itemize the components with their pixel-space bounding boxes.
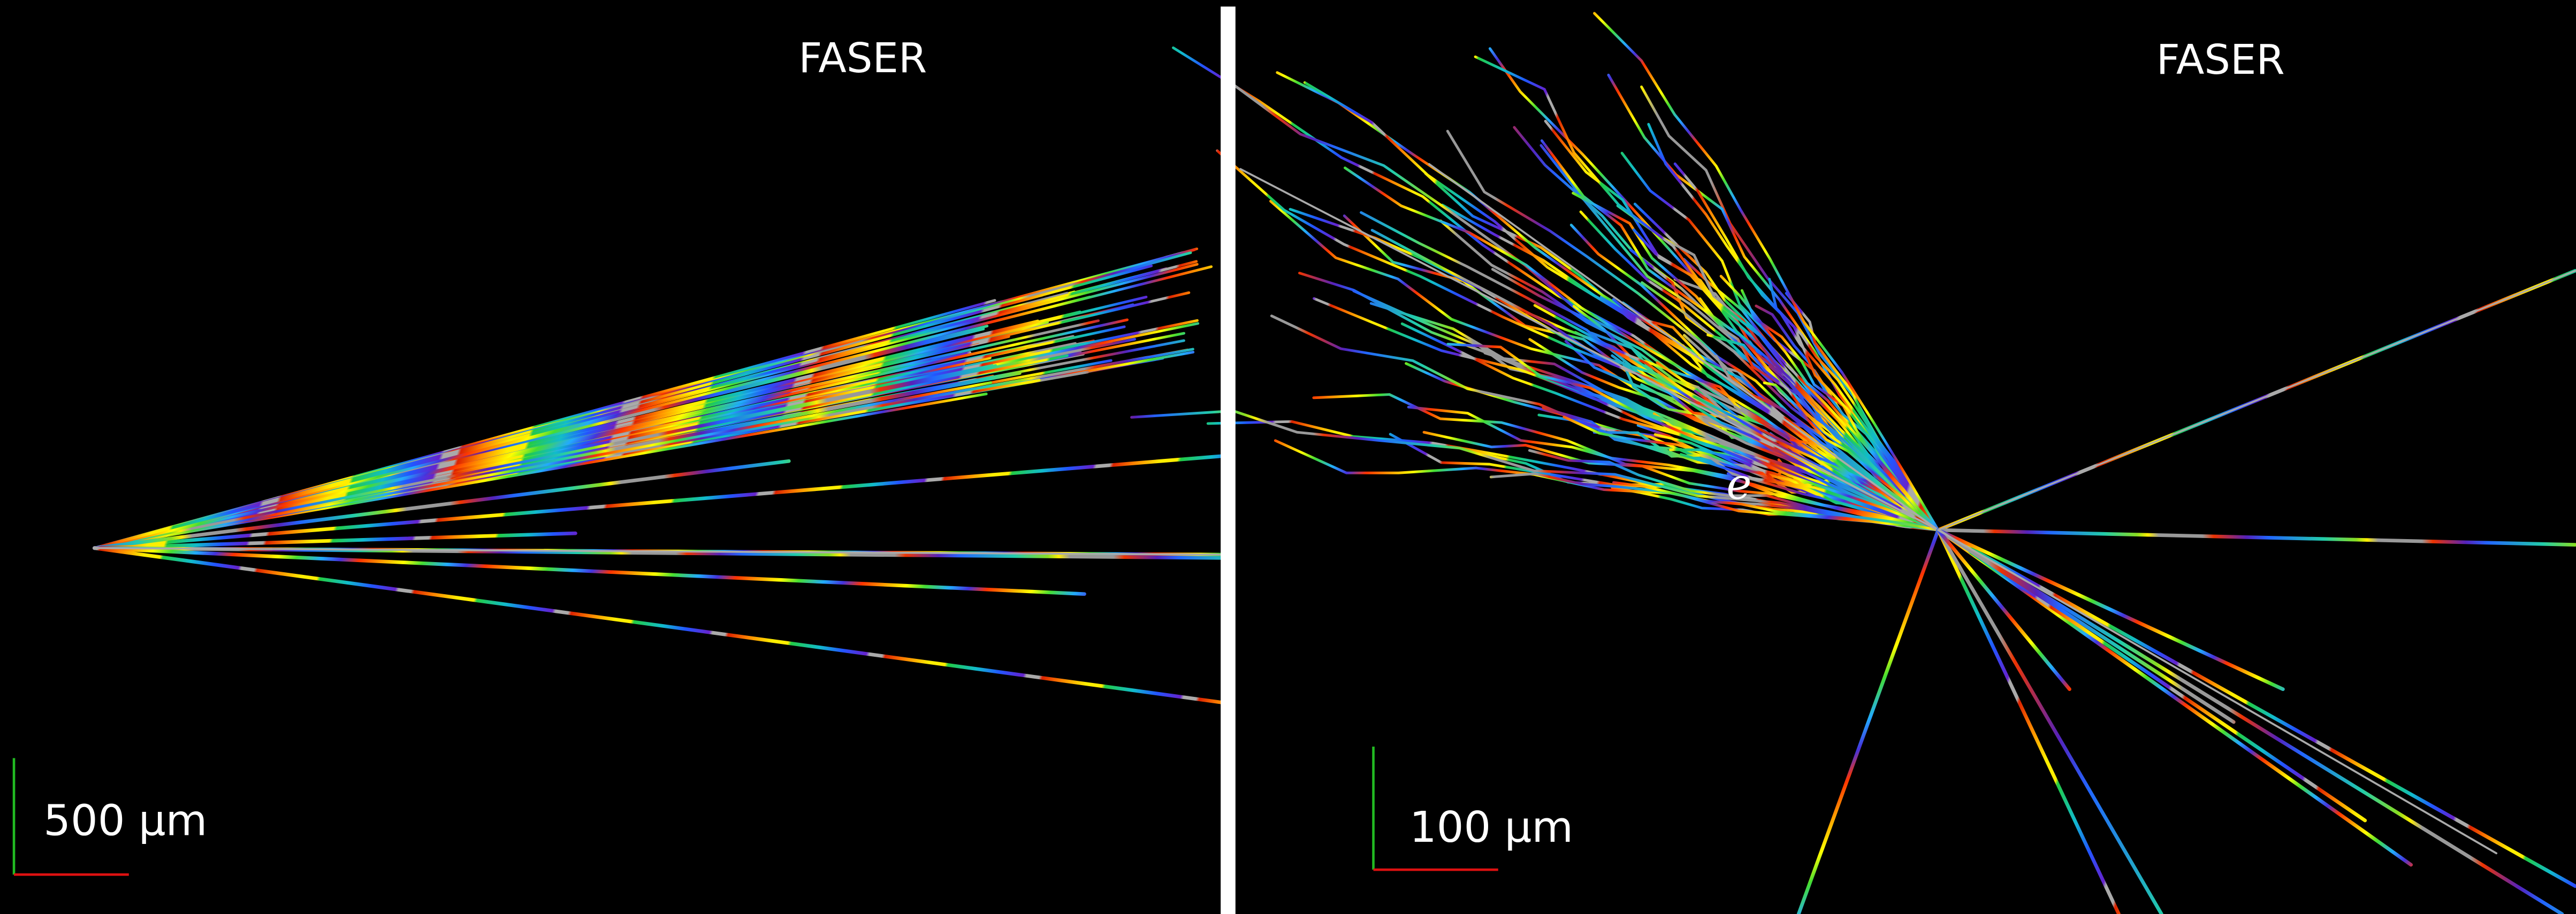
event-display: FASER FASER 500 μm 100 μm e: [0, 0, 2576, 914]
page: {"left_panel": {"label": "FASER", "scale…: [0, 0, 2576, 914]
detector-label: FASER: [798, 35, 927, 82]
separator: [1221, 6, 1236, 914]
detector-label: FASER: [2156, 36, 2285, 84]
background: [1, 0, 2575, 914]
particle-label: e: [1726, 459, 1751, 509]
scale-label: 100 μm: [1409, 802, 1573, 852]
scale-label: 500 μm: [43, 796, 207, 846]
